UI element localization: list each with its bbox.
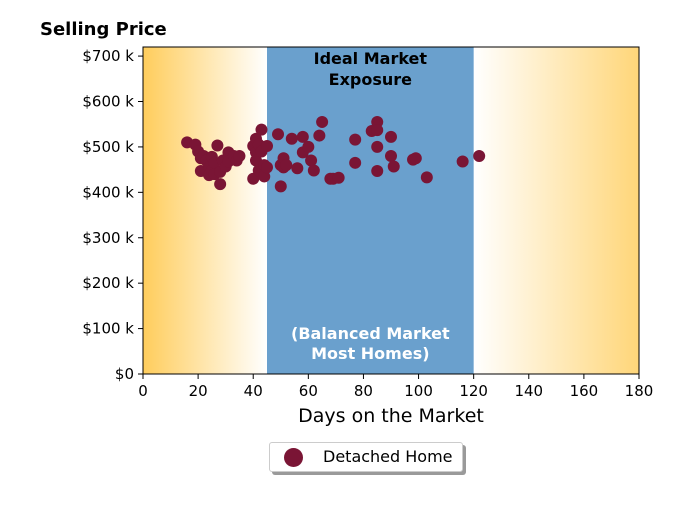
data-point [272,128,285,141]
x-tick-label: 20 [189,382,208,400]
band-top-label-line2: Exposure [329,70,413,89]
data-point [211,139,224,152]
data-point [420,171,433,184]
x-axis-label: Days on the Market [298,405,484,427]
data-point [261,140,273,153]
data-point [332,171,345,184]
y-tick-label: $400 k [82,183,134,201]
data-point [255,123,268,136]
data-point [385,150,397,162]
data-point [296,130,309,143]
x-tick-label: 40 [244,382,263,400]
data-point [302,140,315,153]
data-point [214,178,227,191]
legend-marker-detached-home [284,448,303,467]
data-point [291,162,304,175]
y-tick-label: $0 [115,365,134,383]
data-point [274,180,287,193]
band-bottom-label-line2: Most Homes) [311,344,429,363]
band-bottom-label-line1: (Balanced Market [291,324,450,343]
data-point [313,129,326,142]
y-tick-label: $200 k [82,274,134,292]
ideal-market-band [267,47,474,374]
data-point [473,150,486,162]
data-point [285,132,298,145]
legend-label: Detached Home [323,447,453,466]
x-tick-label: 60 [299,382,318,400]
y-tick-label: $100 k [82,320,134,338]
x-tick-label: 140 [514,382,543,400]
background-gradient-right [473,47,639,374]
x-tick-label: 100 [404,382,433,400]
data-point [258,170,271,183]
data-point [371,140,384,153]
x-tick-label: 160 [570,382,599,400]
x-tick-label: 180 [625,382,654,400]
y-tick-label: $500 k [82,138,134,156]
data-point [307,164,320,177]
data-point [409,152,422,165]
chart-title: Selling Price [40,19,167,40]
data-point [371,124,384,137]
data-point [456,155,469,168]
x-tick-label: 0 [138,382,148,400]
data-point [371,164,384,177]
background-gradient-left [143,47,267,374]
y-tick-label: $600 k [82,93,134,111]
data-point [316,115,329,128]
data-point [349,156,362,169]
data-point [280,159,293,172]
data-point [305,154,318,167]
data-point [349,133,362,146]
data-point [385,130,397,143]
y-tick-label: $700 k [82,47,134,65]
x-tick-label: 120 [459,382,488,400]
plot-frame [142,46,640,375]
data-point [233,150,246,162]
legend: Detached Home [269,442,463,472]
y-tick-label: $300 k [82,229,134,247]
data-point [261,161,273,174]
x-tick-label: 80 [354,382,373,400]
data-point [387,160,400,173]
band-top-label-line1: Ideal Market [314,49,428,68]
